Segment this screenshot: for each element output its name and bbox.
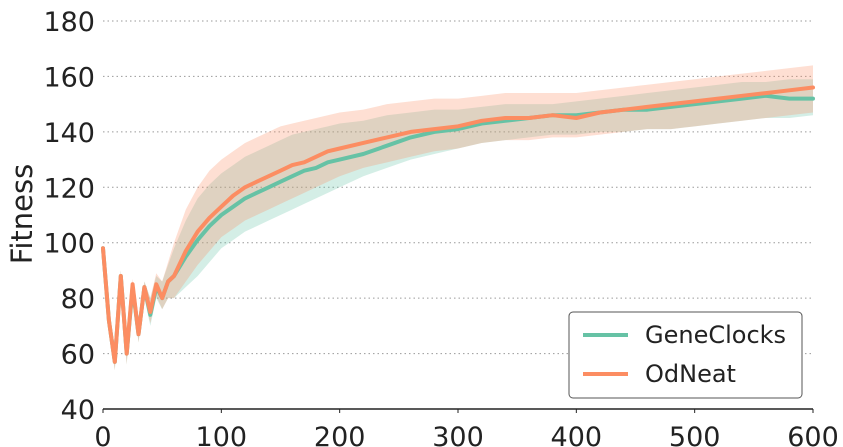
confidence-bands xyxy=(103,65,813,371)
band-geneclocks xyxy=(103,79,813,371)
band-odneat xyxy=(103,65,813,371)
y-tick-label-160: 160 xyxy=(43,62,95,93)
legend: GeneClocks OdNeat xyxy=(568,311,803,399)
series-line-odneat xyxy=(101,85,815,364)
legend-label-odneat: OdNeat xyxy=(645,360,736,388)
y-tick-label-120: 120 xyxy=(43,173,95,204)
tick-labels: 40 60 80 100 120 140 160 180 0 100 200 300 400 500 600 xyxy=(43,7,838,447)
y-tick-label-140: 140 xyxy=(43,118,95,149)
x-tick-label-400: 400 xyxy=(551,422,603,447)
y-tick-label-180: 180 xyxy=(43,7,95,38)
y-tick-label-80: 80 xyxy=(61,284,95,315)
y-axis-title: Fitness xyxy=(5,164,39,264)
series-lines xyxy=(101,85,815,364)
x-tick-label-300: 300 xyxy=(432,422,484,447)
x-tick-label-600: 600 xyxy=(787,422,839,447)
y-tick-label-40: 40 xyxy=(61,395,95,426)
y-tick-label-100: 100 xyxy=(43,229,95,260)
y-tick-label-60: 60 xyxy=(61,340,95,371)
x-tick-label-200: 200 xyxy=(314,422,366,447)
x-tick-label-100: 100 xyxy=(196,422,248,447)
x-tick-label-0: 0 xyxy=(94,422,111,447)
legend-label-geneclocks: GeneClocks xyxy=(645,321,786,349)
gridlines xyxy=(103,20,813,355)
x-tick-label-500: 500 xyxy=(669,422,721,447)
